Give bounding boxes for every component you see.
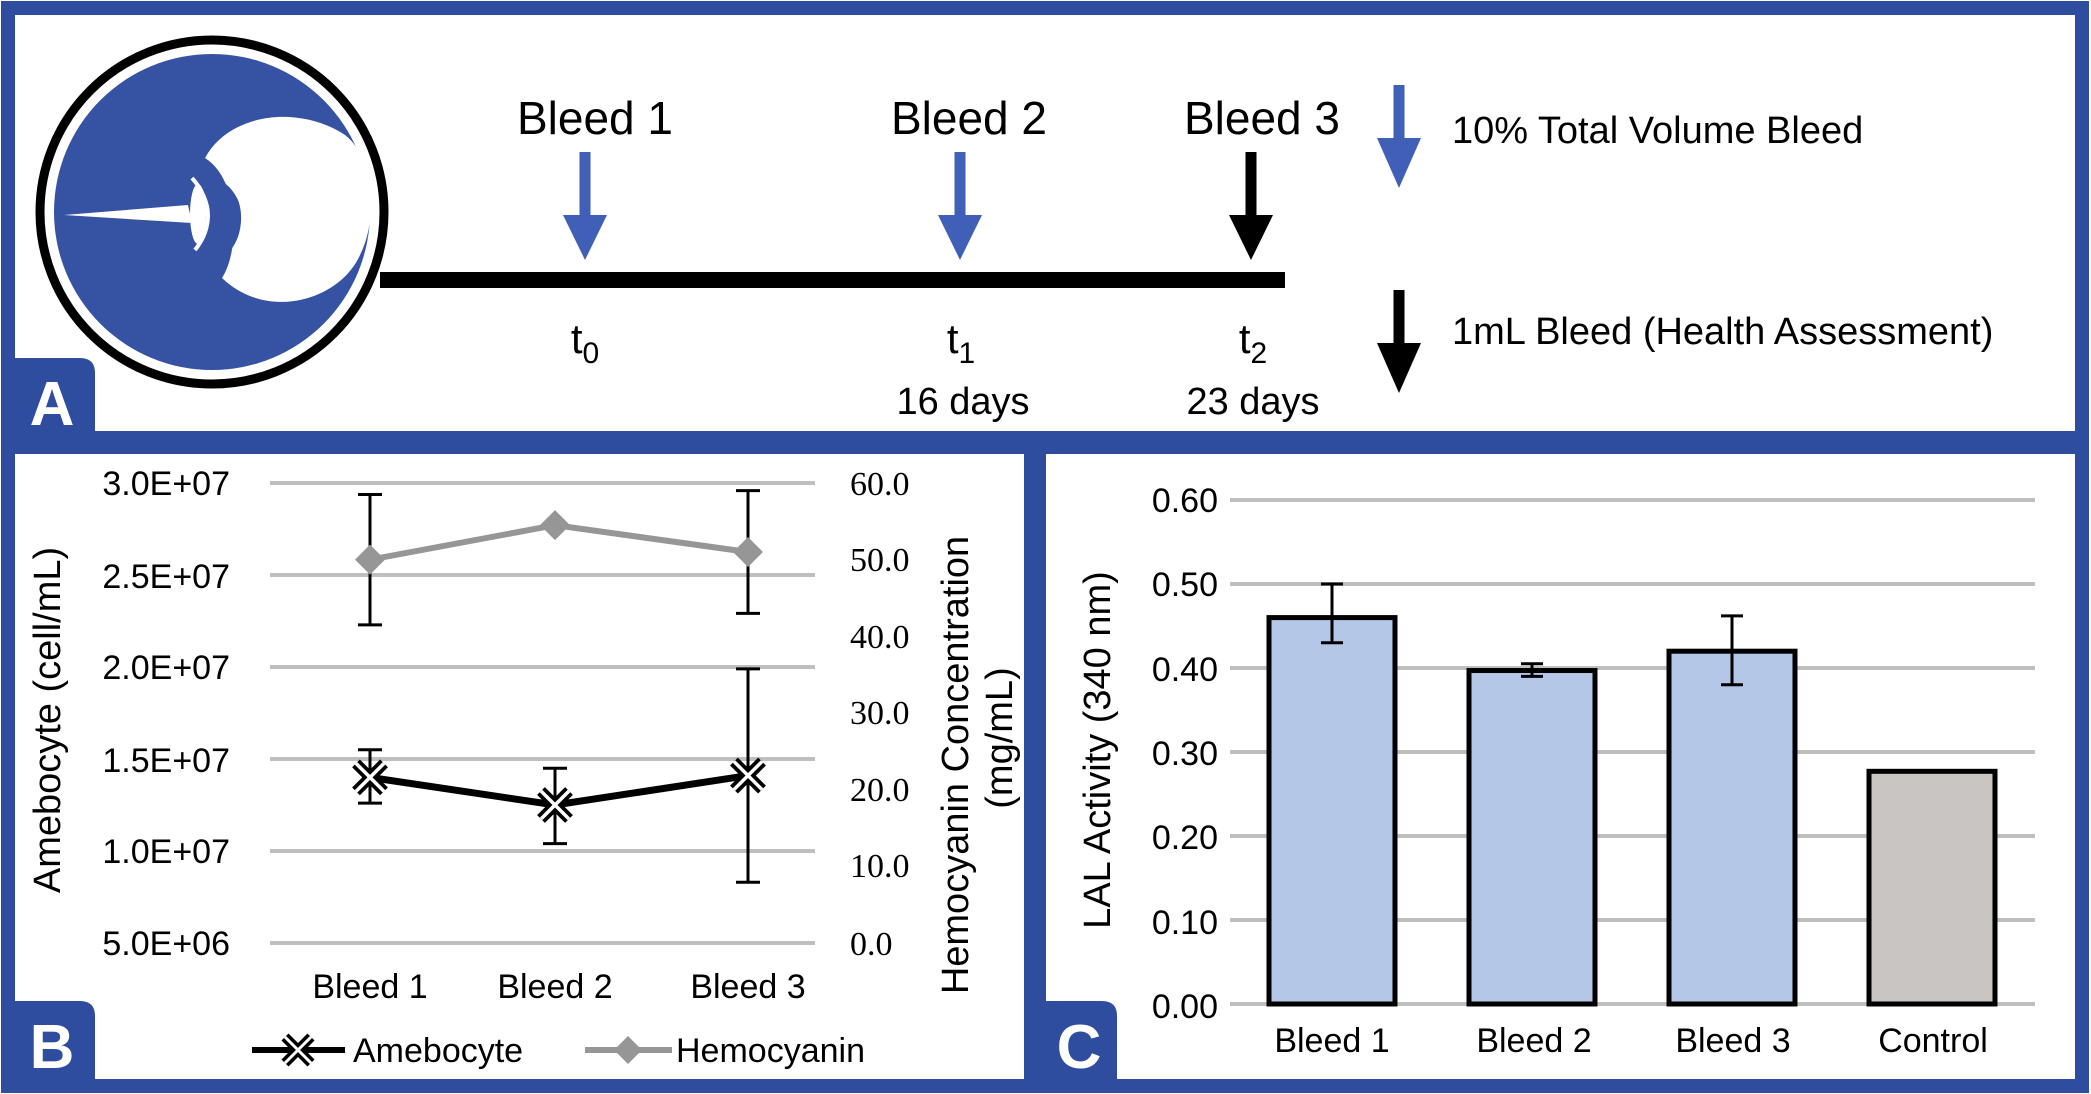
c-ytick-5: 0.10 (1152, 904, 1218, 942)
b-legend-hemocyanin: Hemocyanin (676, 1032, 865, 1070)
panel-b-label: B (30, 1013, 75, 1082)
c-error-bar (1521, 662, 1543, 678)
legend-1ml-bleed: 1mL Bleed (Health Assessment) (1452, 311, 1993, 353)
b-y2tick-5: 10.0 (850, 848, 910, 885)
horseshoe-crab-logo (35, 35, 389, 389)
c-ytick-2: 0.40 (1152, 651, 1218, 689)
hemocyanin-point (355, 544, 385, 575)
time-base: t (947, 315, 959, 362)
bleed-1-time: t0 (571, 315, 599, 370)
panel-b: 3.0E+07 2.5E+07 2.0E+07 1.5E+07 1.0E+07 … (1, 440, 1038, 1093)
amebocyte-x-marker-icon (281, 1033, 315, 1067)
time-subscript: 0 (582, 337, 599, 370)
hemocyanin-point (733, 537, 763, 567)
bleed-1-label: Bleed 1 (517, 92, 673, 144)
amebocyte-point (537, 787, 573, 823)
bleed-3-arrow (1229, 152, 1273, 260)
c-xtick-1: Bleed 2 (1476, 1022, 1591, 1060)
bleed-2-days: 16 days (896, 381, 1029, 423)
b-y2tick-3: 30.0 (850, 695, 910, 732)
b-y2tick-6: 0.0 (850, 926, 893, 963)
b-y2tick-4: 20.0 (850, 772, 910, 809)
bleed-2-arrow (938, 152, 982, 260)
c-ytick-0: 0.60 (1152, 482, 1218, 520)
amebocyte-point (730, 757, 766, 794)
b-y2tick-2: 40.0 (850, 619, 910, 656)
hemocyanin-diamond-marker-icon (614, 1036, 642, 1064)
b-y2tick-0: 60.0 (850, 466, 910, 503)
bar-control (1866, 768, 1998, 1007)
bar-bleed-1 (1266, 615, 1398, 1007)
c-error-bar (1721, 614, 1743, 687)
panel-c: 0.60 0.50 0.40 0.30 0.20 0.10 0.00 LAL A… (1032, 440, 2089, 1093)
c-error-bar (1321, 582, 1343, 645)
hemocyanin-point (540, 510, 570, 541)
panel-b-right-ticks: 60.0 50.0 40.0 30.0 20.0 10.0 0.0 (850, 466, 910, 963)
time-subscript: 1 (958, 337, 975, 370)
bar-bleed-2 (1466, 668, 1598, 1007)
bleed-3-days: 23 days (1186, 381, 1319, 423)
panel-c-label-bg (1039, 1001, 1117, 1086)
b-xtick-2: Bleed 3 (690, 968, 805, 1006)
b-ytick-4: 1.0E+07 (102, 833, 230, 871)
b-ytick-0: 3.0E+07 (102, 465, 230, 503)
b-y2-axis-label-line2: (mg/mL) (979, 667, 1021, 808)
c-xtick-2: Bleed 3 (1675, 1022, 1790, 1060)
bleed-1-arrow (563, 152, 607, 260)
panel-a: Bleed 1 t0 Bleed 2 t1 16 days Bleed 3 t2… (1, 1, 2089, 445)
panel-a-label: A (30, 370, 75, 439)
panel-c-y-ticks: 0.60 0.50 0.40 0.30 0.20 0.10 0.00 (1152, 482, 1218, 1026)
bleed-2-time: t1 (947, 315, 975, 370)
panel-b-frame (1, 440, 1038, 1093)
amebocyte-point (352, 759, 388, 796)
b-ytick-2: 2.0E+07 (102, 649, 230, 687)
time-base: t (1239, 315, 1251, 362)
legend-black-arrow-icon (1377, 290, 1421, 393)
b-y2tick-1: 50.0 (850, 542, 910, 579)
panel-b-label-bg (8, 1001, 95, 1086)
legend-blue-arrow-icon (1377, 85, 1421, 188)
panel-a-label-bg (8, 358, 95, 438)
c-y-axis-label: LAL Activity (340 nm) (1077, 571, 1119, 929)
b-xtick-0: Bleed 1 (312, 968, 427, 1006)
b-y2-axis-label-line1: Hemocyanin Concentration (935, 536, 977, 994)
b-ytick-1: 2.5E+07 (102, 558, 230, 596)
time-base: t (571, 315, 583, 362)
c-ytick-4: 0.20 (1152, 819, 1218, 857)
c-xtick-0: Bleed 1 (1274, 1022, 1389, 1060)
panel-b-left-ticks: 3.0E+07 2.5E+07 2.0E+07 1.5E+07 1.0E+07 … (102, 465, 230, 963)
bleed-3-time: t2 (1239, 315, 1267, 370)
bleed-2-label: Bleed 2 (891, 92, 1047, 144)
c-ytick-6: 0.00 (1152, 988, 1218, 1026)
b-ytick-5: 5.0E+06 (102, 925, 230, 963)
b-legend-amebocyte: Amebocyte (353, 1032, 523, 1070)
c-xtick-3: Control (1878, 1022, 1988, 1060)
b-legend: Amebocyte Hemocyanin (252, 1032, 865, 1070)
c-ytick-1: 0.50 (1152, 566, 1218, 604)
panel-c-label: C (1057, 1013, 1102, 1082)
b-xtick-1: Bleed 2 (497, 968, 612, 1006)
time-subscript: 2 (1250, 337, 1267, 370)
c-ytick-3: 0.30 (1152, 735, 1218, 773)
b-y-axis-label: Amebocyte (cell/mL) (27, 547, 69, 893)
bar-bleed-3 (1666, 648, 1798, 1007)
legend-10-percent-bleed: 10% Total Volume Bleed (1452, 110, 1863, 152)
bleed-3-label: Bleed 3 (1184, 92, 1340, 144)
b-ytick-3: 1.5E+07 (102, 742, 230, 780)
